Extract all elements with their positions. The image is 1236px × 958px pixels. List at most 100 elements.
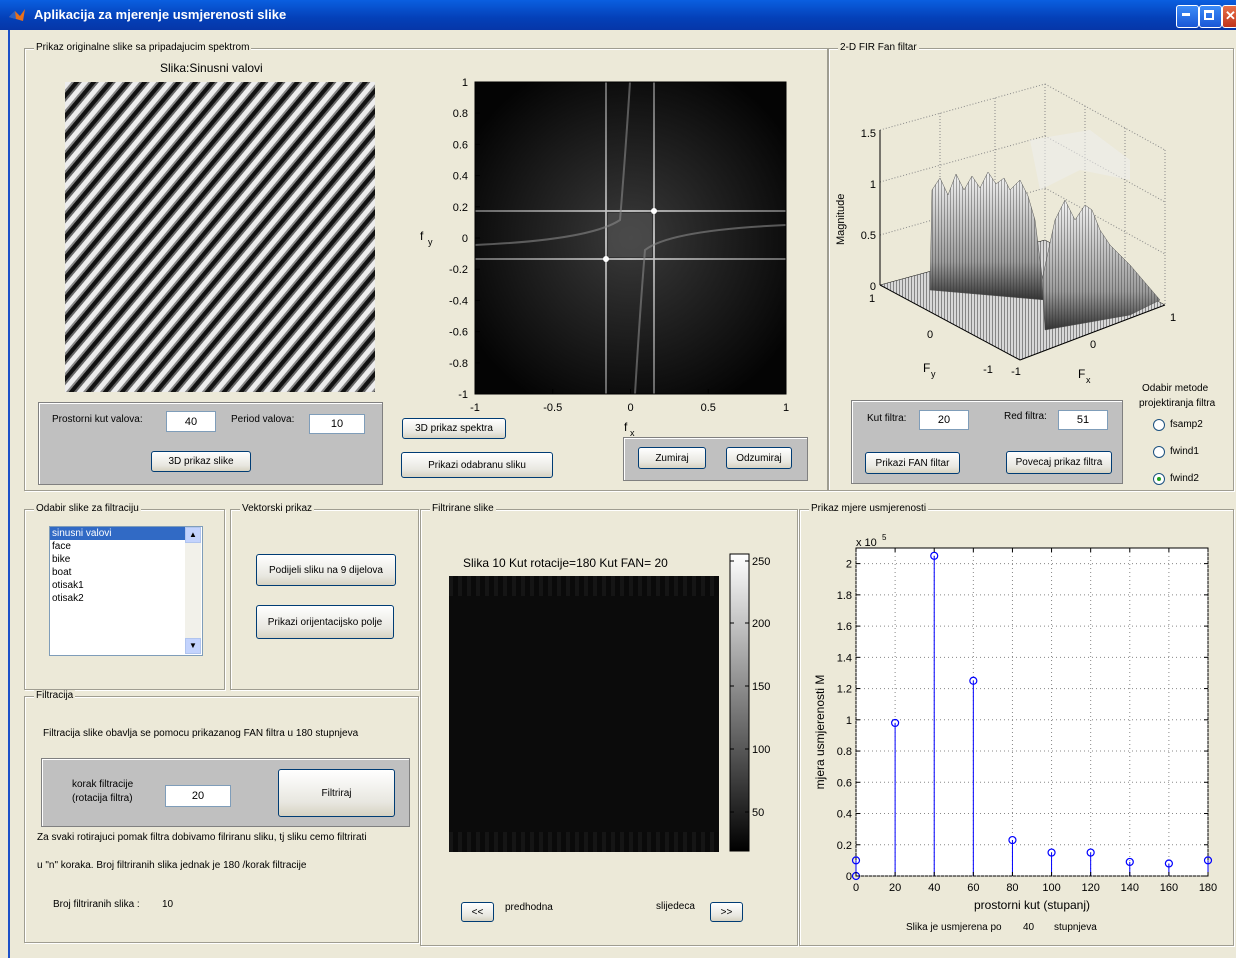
- measure-panel-label: Prikaz mjere usmjerenosti: [809, 503, 929, 514]
- chart-ytick-label: 0.4: [837, 809, 852, 821]
- 3d-image-button[interactable]: 3D prikaz slike: [151, 451, 251, 472]
- colorbar-tick-label: 200: [752, 618, 770, 630]
- method-radio-fsamp2[interactable]: [1153, 419, 1165, 431]
- show-fan-filter-button[interactable]: Prikazi FAN filtar: [865, 452, 960, 474]
- method-radio-label: fwind1: [1170, 446, 1199, 457]
- fan-fx-ticks: -1 0 1: [1011, 312, 1176, 378]
- original-panel-label: Prikaz originalne slike sa pripadajucim …: [34, 42, 252, 53]
- chart-ytick-label: 1: [846, 715, 852, 727]
- zoom-button[interactable]: Zumiraj: [638, 447, 706, 469]
- spectrum-plot: 1 0.8 0.6 0.4 0.2 0 -0.2 -0.4 -0.6 -0.8 -1 -1 -0.5 0…: [420, 77, 789, 438]
- chart-xtick-label: 140: [1121, 882, 1139, 894]
- fan-zlabel: Magnitude: [835, 194, 847, 245]
- enlarge-filter-button[interactable]: Povecaj prikaz filtra: [1006, 451, 1112, 474]
- 3d-spectrum-button[interactable]: 3D prikaz spektra: [402, 418, 506, 439]
- chart-xtick-label: 160: [1160, 882, 1178, 894]
- previous-label: predhodna: [505, 902, 553, 913]
- method-radio-fwind1[interactable]: [1153, 446, 1165, 458]
- listbox-scrollbar[interactable]: ▲ ▼: [185, 527, 201, 654]
- kut-filtra-input[interactable]: 20: [919, 410, 969, 430]
- filtered-image: [449, 576, 719, 852]
- next-button[interactable]: >>: [710, 902, 743, 922]
- period-input[interactable]: 10: [309, 414, 365, 434]
- red-filtra-input[interactable]: 51: [1058, 410, 1108, 430]
- stem-marker: [851, 856, 861, 865]
- vector-panel-label: Vektorski prikaz: [240, 503, 315, 514]
- period-label: Period valova:: [231, 414, 295, 425]
- fan-fxtick-label: 0: [1090, 339, 1096, 351]
- scroll-up-icon[interactable]: ▲: [185, 527, 201, 543]
- spectrum-ytick-label: 0.6: [453, 139, 468, 151]
- colorbar-ticks: 250 200 150 100 50: [730, 556, 770, 819]
- filtration-note-1: Za svaki rotirajuci pomak filtra dobivam…: [37, 832, 367, 843]
- title-bar[interactable]: Aplikacija za mjerenje usmjerenosti slik…: [0, 0, 1236, 30]
- image-list-item[interactable]: bike: [52, 554, 71, 565]
- fan-fytick-label: 0: [927, 329, 933, 341]
- show-selected-image-button[interactable]: Prikazi odabranu sliku: [401, 452, 553, 478]
- chart-xtick-label: 80: [1006, 882, 1018, 894]
- orientation-field-button[interactable]: Prikazi orijentacijsko polje: [256, 605, 394, 639]
- chart-ytick-label: 1.4: [837, 652, 852, 664]
- angle-input[interactable]: 40: [166, 411, 216, 432]
- matlab-icon: [9, 9, 25, 21]
- chart-xtick-label: 180: [1199, 882, 1217, 894]
- measure-panel: [799, 509, 1234, 946]
- chart-ytick-label: 1.6: [837, 621, 852, 633]
- filtered-count-value: 10: [162, 899, 174, 910]
- filter-button[interactable]: Filtriraj: [278, 769, 395, 817]
- spectrum-y-ticks: 1 0.8 0.6 0.4 0.2 0 -0.2 -0.4 -0.6 -0.8 -1: [449, 77, 480, 401]
- spectrum-ytick-label: -1: [458, 389, 468, 401]
- method-radio-fwind2[interactable]: [1153, 473, 1165, 485]
- minimize-button[interactable]: [1176, 5, 1199, 28]
- spectrum-ytick-label: -0.6: [449, 327, 468, 339]
- stem-marker: [1047, 848, 1056, 857]
- image-listbox[interactable]: sinusni valovi face bike boat otisak1 otisak2…: [49, 526, 203, 656]
- scroll-down-icon[interactable]: ▼: [185, 638, 201, 654]
- result-value: 40: [1023, 922, 1035, 933]
- chart-multiplier: x 10: [856, 537, 877, 549]
- spectrum-xlabel-sub: x: [630, 428, 635, 438]
- fan-fxtick-label: 1: [1170, 312, 1176, 324]
- step-label-2: (rotacija filtra): [72, 793, 133, 804]
- spectrum-ylabel-sub: y: [428, 237, 433, 247]
- spectrum-ytick-label: 0: [462, 233, 468, 245]
- image-list-item[interactable]: sinusni valovi: [50, 527, 185, 540]
- unzoom-button[interactable]: Odzumiraj: [726, 447, 792, 469]
- fan-fy-sub: y: [931, 369, 936, 379]
- image-list-item[interactable]: face: [52, 541, 71, 552]
- fan-fy-ticks: 1 0 -1: [869, 293, 993, 376]
- chart-ytick-label: 1.2: [837, 684, 852, 696]
- spectrum-ytick-label: 0.2: [453, 202, 468, 214]
- maximize-button[interactable]: [1199, 5, 1222, 28]
- stem-marker: [1008, 835, 1017, 845]
- split-image-button[interactable]: Podijeli sliku na 9 dijelova: [256, 554, 396, 586]
- red-filtra-label: Red filtra:: [1004, 411, 1047, 422]
- filtered-images-panel: [420, 509, 798, 946]
- previous-button[interactable]: <<: [461, 902, 494, 922]
- filtration-panel-label: Filtracija: [34, 690, 76, 701]
- image-list-item[interactable]: boat: [52, 567, 72, 578]
- fan-z-ticks: 1.5 1 0.5 0: [861, 128, 876, 293]
- fan-panel-label: 2-D FIR Fan filtar: [838, 42, 919, 53]
- chart-x-ticks: 0 20 40 60 80 100 120 140 160 180: [853, 548, 1217, 894]
- filtration-panel: [24, 696, 419, 943]
- fan-ztick-label: 0.5: [861, 230, 876, 242]
- method-title-2: projektiranja filtra: [1139, 398, 1216, 409]
- stem-marker: [1125, 857, 1134, 867]
- select-image-panel-label: Odabir slike za filtraciju: [34, 503, 141, 514]
- fan-ztick-label: 1: [870, 179, 876, 191]
- close-button[interactable]: ✕: [1222, 5, 1236, 28]
- chart-xtick-label: 60: [967, 882, 979, 894]
- spectrum-ytick-label: -0.8: [449, 358, 468, 370]
- spectrum-xtick-label: 1: [783, 402, 789, 414]
- chart-ylabel: mjera usmjerenosti M: [813, 675, 827, 790]
- chart-y-ticks: 0 0.2 0.4 0.6 0.8 1 1.2 1.4 1.6 1.8 2: [837, 559, 1208, 883]
- image-list-item[interactable]: otisak1: [52, 580, 84, 591]
- spectrum-ylabel: f: [420, 229, 424, 243]
- spectrum-xtick-label: 0: [627, 402, 633, 414]
- image-list-item[interactable]: otisak2: [52, 593, 84, 604]
- step-input[interactable]: 20: [165, 785, 231, 807]
- chart-ytick-label: 0.6: [837, 777, 852, 789]
- fan-fytick-label: -1: [983, 364, 993, 376]
- filtered-image-title: Slika 10 Kut rotacije=180 Kut FAN= 20: [463, 556, 668, 570]
